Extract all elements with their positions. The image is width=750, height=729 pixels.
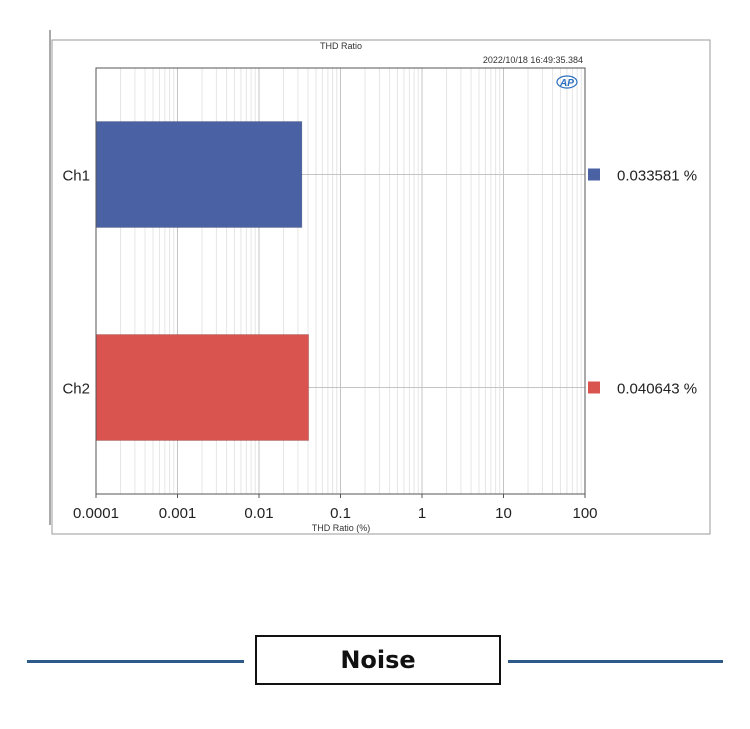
x-axis-label: THD Ratio (%) [312, 523, 371, 533]
thd-chart: THD Ratio 2022/10/18 16:49:35.384 AP 0.0… [49, 30, 711, 535]
x-tick-label: 1 [418, 505, 426, 522]
x-tick-label: 10 [495, 505, 512, 522]
bars [95, 121, 310, 441]
x-tick-labels: 0.0001 0.001 0.01 0.1 1 10 100 [73, 494, 598, 522]
category-label: Ch2 [62, 381, 90, 398]
chart-title: THD Ratio [320, 41, 362, 51]
x-tick-label: 0.01 [244, 505, 273, 522]
svg-text:AP: AP [559, 78, 574, 89]
x-tick-label: 100 [572, 505, 597, 522]
category-labels: Ch1 Ch2 [62, 168, 90, 398]
value-label: 0.033581 % [617, 168, 697, 185]
value-label: 0.040643 % [617, 381, 697, 398]
chart-timestamp: 2022/10/18 16:49:35.384 [483, 55, 583, 65]
legend-swatch [588, 381, 600, 394]
bar-ch2 [95, 334, 310, 441]
category-label: Ch1 [62, 168, 90, 185]
section-divider-right [508, 660, 723, 663]
section-divider-left [27, 660, 244, 663]
legend-swatch [588, 168, 600, 181]
bar-ch1 [95, 121, 303, 228]
ap-logo: AP [556, 75, 578, 89]
value-legend: 0.033581 % 0.040643 % [588, 168, 697, 398]
x-tick-label: 0.1 [330, 505, 351, 522]
x-tick-label: 0.0001 [73, 505, 119, 522]
section-heading-box: Noise [255, 635, 501, 685]
section-heading: Noise [340, 646, 416, 674]
x-tick-label: 0.001 [159, 505, 197, 522]
